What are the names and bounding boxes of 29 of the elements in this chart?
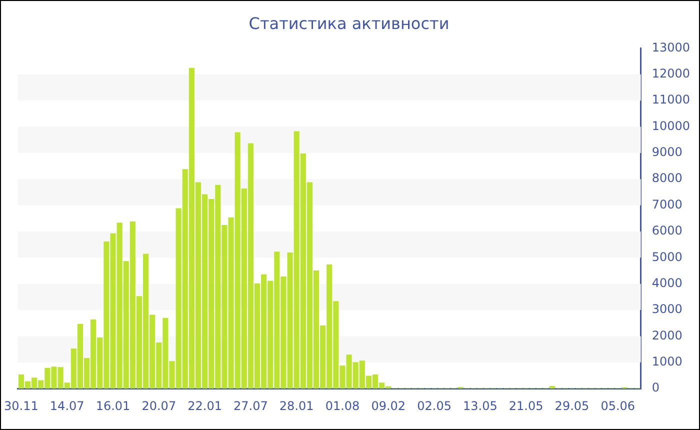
x-tick-label: 21.05 <box>508 398 544 413</box>
y-tick-label: 4000 <box>652 276 682 290</box>
x-tick-label: 16.01 <box>96 398 130 413</box>
y-tick-label: 3000 <box>652 302 682 316</box>
y-tick-label: 0 <box>652 380 660 395</box>
y-tick-label: 8000 <box>652 171 682 186</box>
x-tick-label: 05.06 <box>600 398 636 413</box>
x-tick-label: 30.11 <box>4 398 38 413</box>
y-tick-label: 5000 <box>652 250 682 264</box>
y-tick-label: 9000 <box>652 145 682 160</box>
y-tick-label: 1000 <box>652 354 682 369</box>
chart-title: Статистика активности <box>248 14 450 33</box>
y-tick-label: 10000 <box>652 118 690 133</box>
x-tick-label: 20.07 <box>142 398 176 413</box>
x-tick-label: 01.08 <box>325 398 360 413</box>
x-tick-label: 13.05 <box>463 398 498 413</box>
y-tick-label: 13000 <box>652 40 690 54</box>
y-tick-label: 6000 <box>652 224 682 238</box>
x-tick-label: 09.02 <box>371 398 406 413</box>
x-tick-label: 02.05 <box>417 398 452 413</box>
x-tick-label: 29.05 <box>554 398 590 413</box>
y-tick-label: 12000 <box>652 66 690 81</box>
y-tick-label: 11000 <box>652 92 690 107</box>
x-tick-label: 27.07 <box>234 398 268 413</box>
x-tick-label: 14.07 <box>50 398 84 413</box>
y-tick-label: 2000 <box>652 328 682 342</box>
y-tick-label: 7000 <box>652 197 682 212</box>
x-tick-label: 22.01 <box>188 398 222 413</box>
x-tick-label: 28.01 <box>279 398 314 413</box>
